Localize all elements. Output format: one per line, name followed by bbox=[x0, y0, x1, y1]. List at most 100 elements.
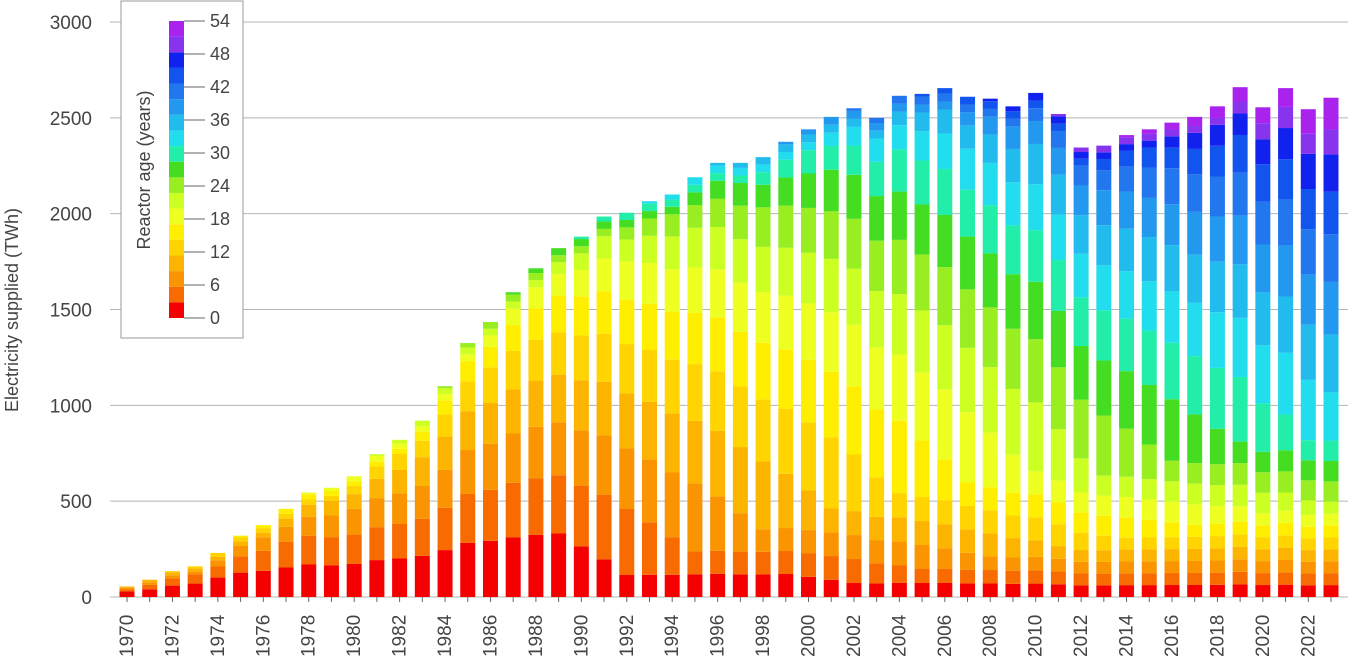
bar-segment bbox=[1096, 152, 1112, 159]
bar-segment bbox=[119, 591, 135, 597]
bar-segment bbox=[1255, 292, 1271, 346]
bar-segment bbox=[869, 563, 885, 584]
bar-segment bbox=[1209, 536, 1225, 549]
bar-segment bbox=[1255, 403, 1271, 452]
bar-segment bbox=[1073, 492, 1089, 513]
bar-segment bbox=[1187, 584, 1203, 597]
bar-segment bbox=[1005, 454, 1021, 493]
bar-segment bbox=[1005, 126, 1021, 149]
bar-segment bbox=[1005, 492, 1021, 516]
bar-segment bbox=[1209, 367, 1225, 429]
bar-segment bbox=[1005, 328, 1021, 389]
bar-segment bbox=[1300, 480, 1316, 501]
legend-color-swatch bbox=[169, 161, 184, 178]
bar-segment bbox=[710, 371, 726, 431]
bar-segment bbox=[1028, 471, 1044, 495]
bar-segment bbox=[891, 493, 907, 518]
x-tick-label: 2018 bbox=[1207, 615, 1228, 657]
x-tick-label: 1982 bbox=[390, 615, 411, 657]
bar-segment bbox=[1119, 135, 1135, 138]
bar-segment bbox=[1255, 244, 1271, 293]
bar-segment bbox=[437, 400, 453, 415]
bar-segment bbox=[732, 167, 748, 176]
bar-segment bbox=[732, 386, 748, 448]
bar-segment bbox=[1278, 471, 1294, 493]
legend-color-swatch bbox=[169, 302, 184, 318]
bar-segment bbox=[301, 504, 317, 517]
bar-segment bbox=[1278, 535, 1294, 548]
bar-segment bbox=[278, 518, 294, 527]
bar-segment bbox=[528, 478, 544, 535]
bar-segment bbox=[1096, 360, 1112, 416]
bar-segment bbox=[233, 546, 249, 557]
bar-segment bbox=[1323, 129, 1339, 155]
x-tick-label: 1984 bbox=[435, 614, 456, 657]
legend-color-swatch bbox=[169, 271, 184, 287]
y-axis: 0 500 1000 1500 2000 2500 3000 bbox=[50, 13, 92, 609]
bar-segment bbox=[142, 589, 158, 597]
legend-color-swatch bbox=[169, 286, 184, 303]
bar-segment bbox=[1119, 517, 1135, 538]
bar-segment bbox=[1119, 166, 1135, 192]
bar-segment bbox=[596, 381, 612, 436]
bar-segment bbox=[1028, 108, 1044, 121]
bar-segment bbox=[323, 495, 339, 501]
x-tick-label: 1996 bbox=[708, 615, 729, 657]
bar-segment bbox=[278, 526, 294, 542]
bar-segment bbox=[619, 448, 635, 510]
bar-segment bbox=[1278, 523, 1294, 536]
bar-segment bbox=[1141, 519, 1157, 538]
bar-segment bbox=[142, 584, 158, 590]
bar-segment bbox=[755, 164, 771, 173]
bar-segment bbox=[914, 160, 930, 205]
bar-segment bbox=[960, 552, 976, 570]
bar-segment bbox=[1050, 214, 1066, 261]
bar-segment bbox=[1255, 201, 1271, 245]
bar-segment bbox=[437, 550, 453, 597]
bar-segment bbox=[1164, 460, 1180, 482]
bar-segment bbox=[1232, 584, 1248, 597]
bar-segment bbox=[982, 556, 998, 571]
x-tick-label: 2008 bbox=[980, 615, 1001, 657]
bar-segment bbox=[1187, 572, 1203, 585]
bar-segment bbox=[1300, 526, 1316, 539]
bar-segment bbox=[551, 374, 567, 423]
bar-segment bbox=[960, 125, 976, 149]
bar-segment bbox=[1073, 297, 1089, 346]
bar-segment bbox=[346, 508, 362, 535]
bar-segment bbox=[233, 572, 249, 597]
bar-segment bbox=[1187, 548, 1203, 561]
bar-segment bbox=[1232, 377, 1248, 442]
legend-color-swatch bbox=[169, 83, 184, 100]
bar-segment bbox=[142, 579, 158, 583]
bar-segment bbox=[414, 518, 430, 556]
bar-segment bbox=[1164, 481, 1180, 502]
bar-segment bbox=[1232, 463, 1248, 485]
bar-segment bbox=[1209, 176, 1225, 217]
bar-segment bbox=[505, 292, 521, 295]
bar-segment bbox=[1300, 538, 1316, 551]
x-tick-label: 1998 bbox=[753, 615, 774, 657]
x-tick-label: 1978 bbox=[299, 615, 320, 657]
bar-segment bbox=[641, 522, 657, 575]
bar-segment bbox=[142, 582, 158, 585]
bar-segment bbox=[505, 433, 521, 483]
bar-segment bbox=[596, 221, 612, 229]
bar-segment bbox=[1005, 388, 1021, 455]
bar-segment bbox=[823, 508, 839, 533]
bar-segment bbox=[1232, 101, 1248, 114]
x-tick-label: 1972 bbox=[162, 615, 183, 657]
bar-segment bbox=[323, 537, 339, 566]
bar-segment bbox=[641, 303, 657, 351]
x-tick-label: 1992 bbox=[617, 615, 638, 657]
bar-segment bbox=[255, 537, 271, 551]
bar-segment bbox=[937, 548, 953, 569]
bar-segment bbox=[846, 511, 862, 536]
bar-segment bbox=[573, 296, 589, 336]
bar-segment bbox=[1300, 274, 1316, 325]
bar-segment bbox=[1255, 139, 1271, 165]
bar-segment bbox=[891, 149, 907, 192]
bar-segment bbox=[732, 447, 748, 514]
bar-segment bbox=[710, 573, 726, 597]
bar-segment bbox=[573, 430, 589, 486]
